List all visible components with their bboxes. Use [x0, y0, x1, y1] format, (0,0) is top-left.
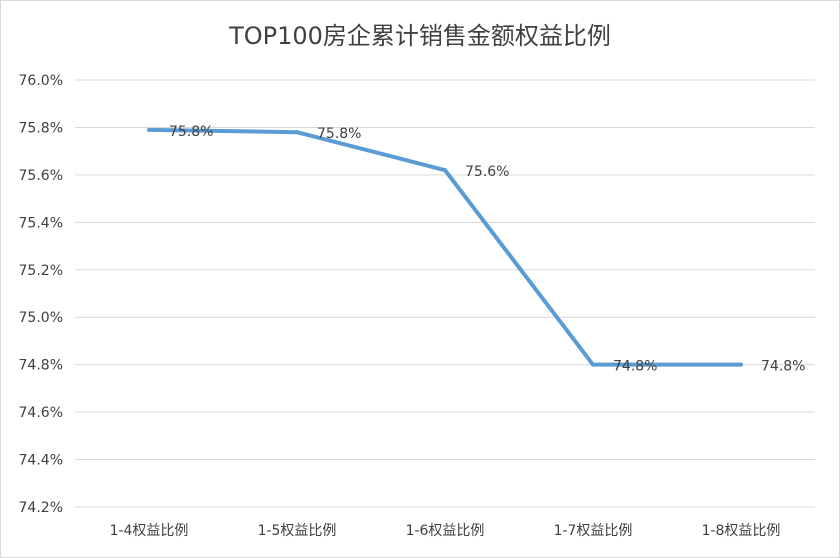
data-point [443, 168, 447, 173]
chart-title: TOP100房企累计销售金额权益比例 [229, 22, 611, 50]
x-tick-label: 1-4权益比例 [110, 523, 189, 539]
data-point [739, 362, 743, 367]
y-axis-labels: 76.0% 75.8% 75.6% 75.4% 75.2% 75.0% 74.8% 74.6%… [19, 73, 63, 516]
y-tick-label: 75.2% [19, 263, 63, 279]
data-label: 75.6% [465, 164, 509, 180]
data-labels: 75.8% 75.8% 75.6% 74.8% 74.8% [169, 124, 805, 375]
y-tick-label: 75.4% [19, 215, 63, 231]
y-tick-label: 74.8% [19, 358, 63, 374]
data-label: 75.8% [169, 124, 213, 140]
data-label: 75.8% [317, 126, 361, 142]
x-tick-label: 1-5权益比例 [258, 523, 337, 539]
data-label: 74.8% [613, 359, 657, 375]
y-tick-label: 76.0% [19, 73, 63, 89]
x-tick-label: 1-8权益比例 [702, 523, 781, 539]
gridlines [75, 79, 815, 508]
data-point [147, 127, 151, 132]
y-tick-label: 74.2% [19, 500, 63, 516]
y-tick-label: 75.0% [19, 310, 63, 326]
y-tick-label: 75.6% [19, 168, 63, 184]
series-line [147, 127, 743, 367]
x-tick-label: 1-6权益比例 [406, 523, 485, 539]
x-axis-labels: 1-4权益比例 1-5权益比例 1-6权益比例 1-7权益比例 1-8权益比例 [110, 523, 781, 539]
data-point [295, 130, 299, 135]
x-tick-label: 1-7权益比例 [554, 523, 633, 539]
series-polyline [147, 127, 743, 367]
y-tick-label: 74.6% [19, 405, 63, 421]
data-point [591, 362, 595, 367]
y-tick-label: 75.8% [19, 120, 63, 136]
y-tick-label: 74.4% [19, 453, 63, 469]
data-label: 74.8% [761, 359, 805, 375]
